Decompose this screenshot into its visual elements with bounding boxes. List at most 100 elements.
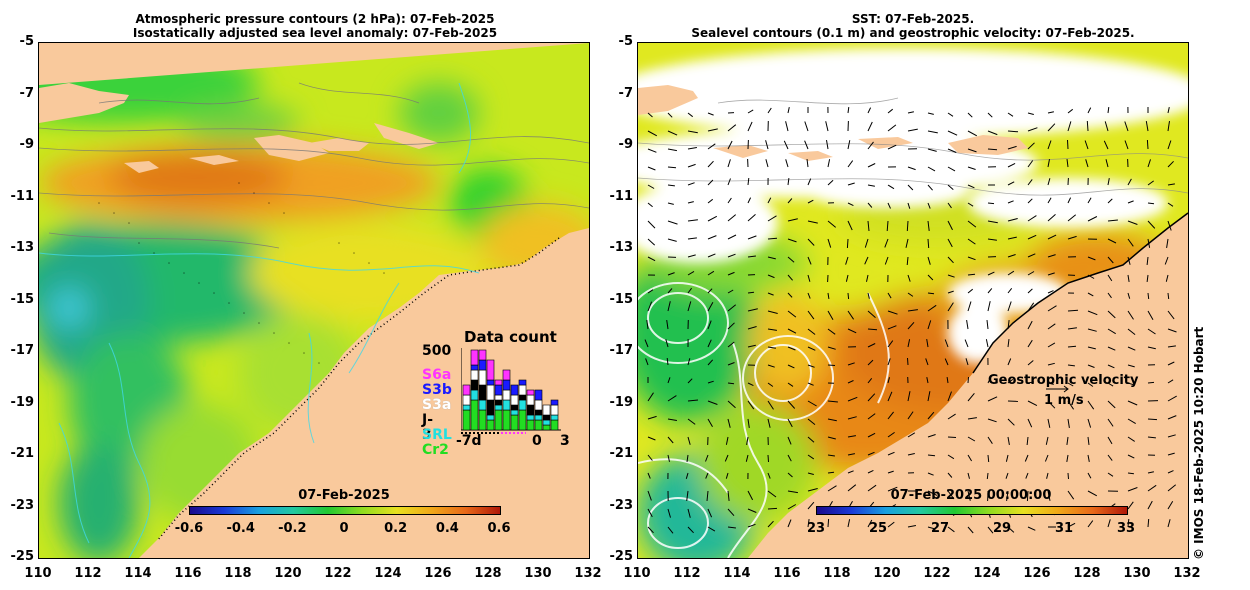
velocity-arrow	[867, 432, 876, 438]
velocity-arrow	[687, 201, 694, 204]
velocity-arrow	[1167, 434, 1176, 438]
colorbar-tick: -0.6	[174, 521, 204, 536]
velocity-arrow	[986, 472, 989, 480]
velocity-arrow	[707, 270, 715, 276]
data-count-bar-segment	[502, 389, 511, 401]
velocity-arrow	[847, 396, 858, 402]
velocity-arrow	[884, 256, 889, 265]
velocity-arrow	[787, 106, 790, 114]
data-count-bar-segment	[470, 349, 479, 366]
data-count-bar-segment	[510, 409, 519, 416]
velocity-arrow	[847, 292, 850, 300]
velocity-arrow	[1005, 472, 1009, 479]
y-tick-label: -13	[609, 240, 634, 255]
velocity-arrow	[1127, 200, 1134, 204]
velocity-arrow	[1147, 180, 1154, 186]
x-tick-label: 116	[773, 566, 801, 581]
velocity-arrow	[907, 391, 911, 402]
data-count-xlabel-start: -7d	[456, 433, 482, 449]
velocity-arrow	[967, 392, 975, 402]
velocity-arrow	[1087, 364, 1095, 368]
data-count-bar-segment	[470, 399, 479, 431]
velocity-arrow	[727, 490, 730, 501]
velocity-arrow	[947, 413, 956, 420]
velocity-arrow	[985, 339, 989, 348]
velocity-arrow	[1067, 382, 1074, 387]
velocity-arrow	[767, 454, 769, 463]
velocity-arrow	[1127, 364, 1135, 368]
velocity-arrow	[1047, 272, 1055, 276]
velocity-arrow	[907, 525, 916, 528]
velocity-arrow	[1047, 140, 1052, 150]
velocity-arrow	[827, 346, 836, 350]
velocity-arrow	[847, 202, 854, 207]
velocity-arrow	[967, 490, 971, 501]
velocity-arrow	[1087, 520, 1094, 528]
velocity-arrow	[667, 220, 678, 225]
data-count-bar-segment	[534, 409, 543, 416]
velocity-arrow	[1127, 487, 1138, 492]
velocity-arrow	[727, 289, 734, 294]
velocity-arrow	[827, 400, 838, 403]
velocity-arrow	[1104, 121, 1109, 132]
velocity-arrow	[1107, 219, 1118, 222]
velocity-arrow	[727, 362, 735, 366]
velocity-arrow	[785, 121, 789, 132]
velocity-arrow	[887, 108, 894, 114]
data-count-bar-segment	[542, 424, 551, 431]
colorbar-tick: 29	[992, 521, 1012, 536]
velocity-arrow	[987, 418, 997, 423]
velocity-arrow	[747, 109, 754, 114]
velocity-arrow	[967, 256, 976, 261]
velocity-arrow	[967, 454, 973, 462]
velocity-arrow	[707, 198, 714, 204]
velocity-arrow	[807, 501, 815, 510]
velocity-arrow	[967, 288, 974, 294]
velocity-arrow	[1067, 345, 1077, 348]
velocity-arrow	[827, 518, 830, 528]
velocity-arrow	[666, 320, 669, 330]
velocity-arrow	[1047, 159, 1050, 168]
velocity-arrow	[687, 219, 698, 222]
velocity-arrow	[645, 358, 649, 366]
data-count-bar-segment	[518, 409, 527, 431]
velocity-arrow	[987, 301, 991, 312]
velocity-arrow	[927, 112, 934, 115]
velocity-arrow	[1167, 220, 1172, 231]
velocity-arrow	[847, 453, 855, 456]
velocity-arrow	[1066, 436, 1069, 445]
velocity-arrow	[1167, 395, 1177, 402]
velocity-arrow	[1087, 328, 1097, 332]
velocity-arrow	[1147, 381, 1155, 384]
velocity-arrow	[1045, 436, 1049, 445]
velocity-arrow	[1007, 112, 1014, 117]
velocity-arrow	[1087, 107, 1092, 114]
velocity-legend-title: Geostrophic velocity	[988, 373, 1139, 388]
velocity-arrow	[1167, 202, 1174, 207]
velocity-arrow	[647, 166, 656, 171]
velocity-arrow	[845, 256, 849, 265]
velocity-arrow	[747, 326, 757, 330]
x-tick-label: 120	[873, 566, 901, 581]
velocity-arrow	[804, 121, 809, 132]
velocity-arrow	[687, 112, 694, 118]
velocity-arrow	[926, 377, 929, 384]
velocity-arrow	[1127, 418, 1136, 425]
velocity-arrow	[987, 454, 990, 463]
velocity-arrow	[787, 346, 796, 351]
velocity-arrow	[807, 382, 814, 386]
data-count-bar-segment	[518, 384, 527, 396]
velocity-arrow	[647, 202, 653, 208]
velocity-arrow	[807, 400, 817, 407]
velocity-arrow	[1147, 220, 1156, 229]
velocity-arrow	[927, 292, 935, 295]
velocity-arrow	[886, 220, 889, 232]
velocity-arrow	[687, 301, 692, 312]
velocity-arrow	[927, 238, 930, 249]
velocity-arrow	[1007, 254, 1016, 258]
y-tick-label: -23	[609, 497, 634, 513]
velocity-arrow	[1147, 292, 1150, 300]
velocity-arrow	[647, 508, 653, 518]
y-tick-label: -9	[19, 137, 34, 152]
x-tick-label: 130	[524, 566, 552, 581]
